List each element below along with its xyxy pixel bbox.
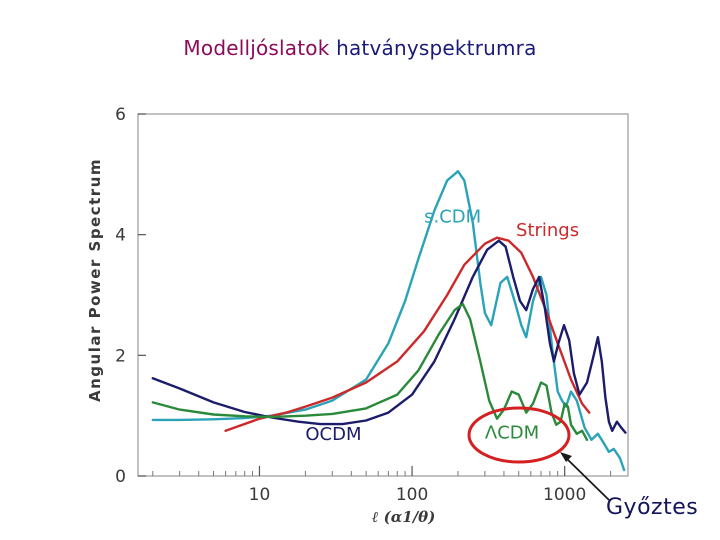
series-label-ocdm: OCDM [305,424,361,445]
series-line-ocdm [151,239,627,434]
series-label-strings: Strings [516,220,579,241]
series-line-strings [224,236,591,432]
title-part-1: Modelljóslatok [183,36,330,60]
y-tick-label: 6 [115,105,126,125]
y-axis: 0 2 4 6 [115,105,146,487]
series-lines [151,170,627,472]
slide-title: Modelljóslatok hatványspektrumra [0,36,720,60]
x-axis-label: ℓ (α1/θ) [372,508,435,526]
series-label-scdm: s.CDM [424,207,481,228]
x-tick-label: 100 [396,485,428,505]
x-axis: 10 100 1000 [152,466,612,505]
annotation-arrow-head [560,452,572,462]
x-tick-label: 1000 [543,485,586,505]
x-tick-label: 10 [249,485,271,505]
series-label-lambda-cdm: ΛCDM [485,423,539,444]
highlight-circle [467,406,571,464]
annotation-arrow-line [562,454,610,501]
y-axis-label: Angular Power Spectrum [86,158,104,402]
y-tick-label: 0 [115,467,126,487]
y-tick-label: 4 [115,226,126,246]
series-line-lambda-cdm [151,302,589,441]
series-labels: s.CDM Strings OCDM ΛCDM [305,207,579,445]
y-tick-label: 2 [115,346,126,366]
title-part-2: hatványspektrumra [336,36,537,60]
winner-label: Győztes [606,495,699,520]
